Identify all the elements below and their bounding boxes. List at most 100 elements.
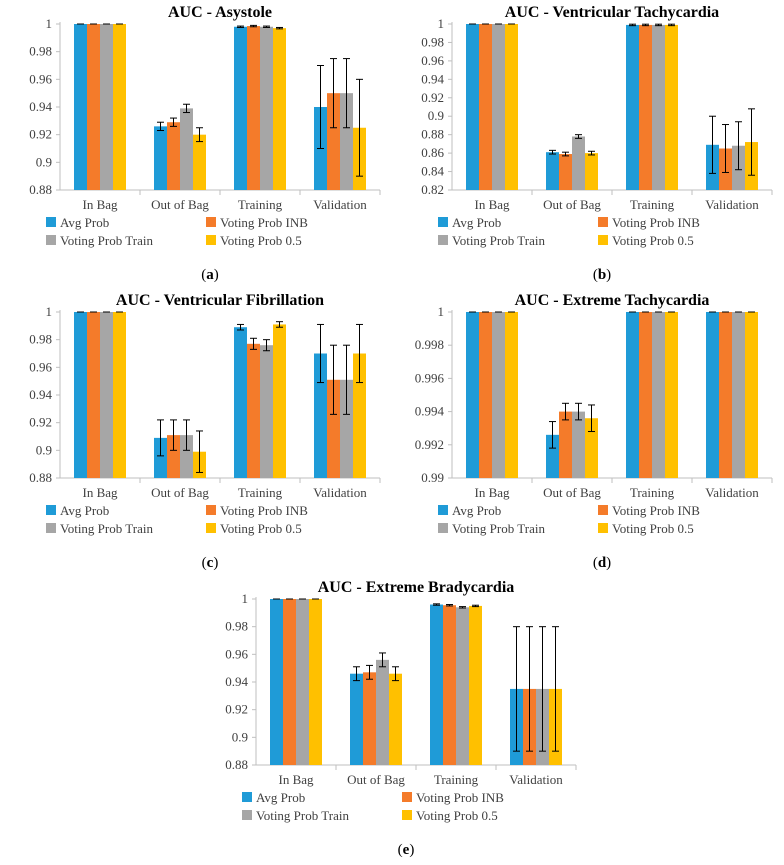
asystole-xtick-label-validation: Validation: [313, 197, 367, 212]
etach-bar-training-voting-prob-train: [652, 312, 665, 478]
vfib-bar-in-bag-voting-prob-train: [100, 312, 113, 478]
vtach-svg: AUC - Ventricular Tachycardia 0.82 0.84 0.8…: [421, 4, 773, 283]
ebrady-legend-label-avg-prob: Avg Prob: [256, 790, 305, 805]
ebrady-ytick-label-2: 0.92: [225, 702, 248, 717]
etach-bar-in-bag-avg-prob: [466, 312, 479, 478]
asystole-bar-training-voting-prob-0-5: [273, 28, 286, 191]
asystole-legend-label-voting-prob-0-5: Voting Prob 0.5: [220, 233, 302, 248]
vtach-legend-label-voting-prob-0-5: Voting Prob 0.5: [612, 233, 694, 248]
asystole-legend-label-voting-prob-inb: Voting Prob INB: [220, 215, 308, 230]
ebrady-ytick-label-4: 0.96: [225, 646, 248, 661]
etach-legend-label-avg-prob: Avg Prob: [452, 503, 501, 518]
etach-bar-validation-avg-prob: [706, 312, 719, 478]
etach-legend-swatch-voting-prob-0-5: [598, 523, 608, 533]
vfib-legend-label-voting-prob-0-5: Voting Prob 0.5: [220, 521, 302, 536]
vtach-xtick-label-in-bag: In Bag: [474, 197, 510, 212]
vtach-bar-out-of-bag-avg-prob: [546, 152, 559, 190]
etach-bar-in-bag-voting-prob-inb: [479, 312, 492, 478]
etach-legend-label-voting-prob-train: Voting Prob Train: [452, 521, 545, 536]
asystole-svg: AUC - Asystole 0.88 0.9 0.92 0.94 0.96 0.98 1 In…: [29, 4, 381, 283]
asystole-xtick-label-in-bag: In Bag: [82, 197, 118, 212]
chart-extreme-tachycardia: AUC - Extreme Tachycardia 0.99 0.992 0.994 0…: [392, 288, 784, 578]
vfib-legend-swatch-voting-prob-inb: [206, 505, 216, 515]
etach-legend-swatch-voting-prob-inb: [598, 505, 608, 515]
vfib-bar-in-bag-voting-prob-0-5: [113, 312, 126, 478]
vfib-bar-out-of-bag-avg-prob: [154, 437, 167, 478]
etach-panel-letter: d: [598, 555, 607, 571]
asystole-bar-training-voting-prob-train: [260, 26, 273, 191]
vtach-panel-label: (b): [593, 267, 611, 283]
asystole-legend-swatch-avg-prob: [46, 217, 56, 227]
ebrady-panel-letter: e: [403, 842, 410, 858]
asystole-ytick-label-6: 1: [46, 16, 53, 31]
ebrady-xtick-label-in-bag: In Bag: [278, 772, 314, 787]
asystole-bar-in-bag-voting-prob-train: [100, 24, 113, 190]
ebrady-legend-swatch-voting-prob-train: [242, 810, 252, 820]
ebrady-bar-training-avg-prob: [430, 604, 443, 765]
ebrady-bar-out-of-bag-voting-prob-inb: [363, 672, 376, 765]
ebrady-panel-paren-close: ): [409, 842, 414, 858]
etach-ytick-label-0: 0.99: [421, 470, 444, 485]
vfib-bar-in-bag-avg-prob: [74, 312, 87, 478]
etach-bar-out-of-bag-voting-prob-inb: [559, 411, 572, 478]
ebrady-bar-out-of-bag-voting-prob-0-5: [389, 673, 402, 765]
ebrady-ytick-label-3: 0.94: [225, 674, 248, 689]
ebrady-xtick-label-training: Training: [434, 772, 479, 787]
ebrady-legend-swatch-voting-prob-inb: [402, 792, 412, 802]
etach-bar-out-of-bag-avg-prob: [546, 434, 559, 478]
vfib-legend-swatch-avg-prob: [46, 505, 56, 515]
ebrady-legend-label-voting-prob-train: Voting Prob Train: [256, 808, 349, 823]
ebrady-panel-paren-open: (: [398, 842, 403, 858]
vtach-bar-out-of-bag-voting-prob-0-5: [585, 153, 598, 190]
vfib-xtick-label-training: Training: [238, 485, 283, 500]
asystole-panel-paren-close: ): [214, 267, 219, 283]
vtach-bar-training-avg-prob: [626, 24, 639, 190]
ebrady-bar-training-voting-prob-train: [456, 607, 469, 765]
vfib-bar-training-voting-prob-train: [260, 345, 273, 478]
ebrady-xtick-label-out-of-bag: Out of Bag: [347, 772, 405, 787]
asystole-ytick-label-0: 0.88: [29, 182, 52, 197]
asystole-legend-label-avg-prob: Avg Prob: [60, 215, 109, 230]
vtach-legend-swatch-voting-prob-train: [438, 235, 448, 245]
vtach-legend-swatch-avg-prob: [438, 217, 448, 227]
etach-xtick-label-validation: Validation: [705, 485, 759, 500]
vtach-ytick-label-4: 0.9: [428, 108, 444, 123]
vfib-ytick-label-4: 0.96: [29, 359, 52, 374]
asystole-bar-out-of-bag-voting-prob-0-5: [193, 134, 206, 190]
asystole-ytick-label-5: 0.98: [29, 44, 52, 59]
etach-legend-swatch-voting-prob-train: [438, 523, 448, 533]
vfib-ytick-label-1: 0.9: [36, 442, 52, 457]
vtach-xtick-label-training: Training: [630, 197, 675, 212]
etach-bar-in-bag-voting-prob-0-5: [505, 312, 518, 478]
vtach-legend-label-voting-prob-train: Voting Prob Train: [452, 233, 545, 248]
vtach-ytick-label-8: 0.98: [421, 34, 444, 49]
etach-bar-training-voting-prob-inb: [639, 312, 652, 478]
etach-ytick-label-1: 0.992: [415, 437, 444, 452]
etach-bar-validation-voting-prob-inb: [719, 312, 732, 478]
vfib-bar-validation-avg-prob: [314, 353, 327, 478]
vfib-panel-label: (c): [202, 555, 219, 571]
etach-xtick-label-training: Training: [630, 485, 675, 500]
chart-extreme-bradycardia: AUC - Extreme Bradycardia 0.88 0.9 0.92 0.94…: [196, 575, 588, 865]
asystole-bar-out-of-bag-voting-prob-inb: [167, 122, 180, 190]
etach-xtick-label-out-of-bag: Out of Bag: [543, 485, 601, 500]
asystole-bar-validation-voting-prob-train: [340, 93, 353, 190]
ebrady-ytick-label-6: 1: [242, 591, 249, 606]
asystole-bar-training-avg-prob: [234, 26, 247, 191]
etach-ytick-label-5: 1: [438, 304, 445, 319]
vtach-panel-letter: b: [598, 267, 606, 283]
vtach-bar-in-bag-voting-prob-0-5: [505, 24, 518, 190]
ebrady-ytick-label-0: 0.88: [225, 757, 248, 772]
etach-legend-label-voting-prob-inb: Voting Prob INB: [612, 503, 700, 518]
vfib-legend-swatch-voting-prob-0-5: [206, 523, 216, 533]
vtach-legend-label-avg-prob: Avg Prob: [452, 215, 501, 230]
vtach-ytick-label-6: 0.94: [421, 71, 444, 86]
vfib-legend-label-voting-prob-inb: Voting Prob INB: [220, 503, 308, 518]
asystole-ytick-label-3: 0.94: [29, 99, 52, 114]
etach-legend-swatch-avg-prob: [438, 505, 448, 515]
vfib-xtick-label-in-bag: In Bag: [82, 485, 118, 500]
ebrady-bar-in-bag-voting-prob-inb: [283, 599, 296, 765]
ebrady-bar-out-of-bag-avg-prob: [350, 673, 363, 765]
vfib-bar-training-voting-prob-inb: [247, 343, 260, 478]
ebrady-bar-out-of-bag-voting-prob-train: [376, 659, 389, 765]
